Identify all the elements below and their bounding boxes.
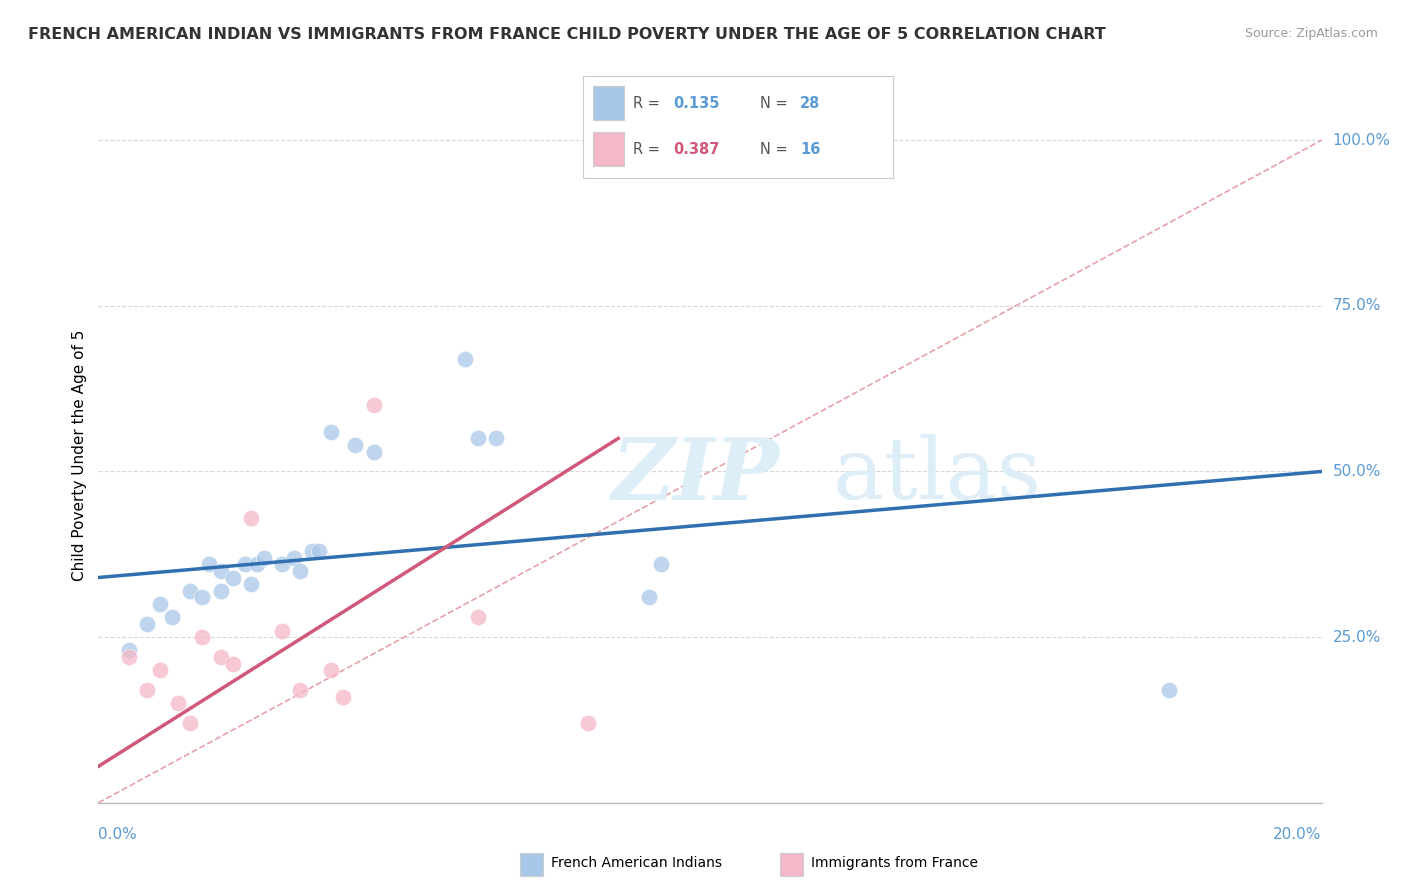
Point <box>160 610 183 624</box>
Text: N =: N = <box>759 95 792 111</box>
Bar <box>593 87 624 120</box>
Point <box>197 558 219 572</box>
Point <box>179 716 201 731</box>
Point <box>344 438 367 452</box>
Point <box>308 544 330 558</box>
Point <box>301 544 323 558</box>
Point <box>319 663 342 677</box>
Point <box>332 690 354 704</box>
Text: N =: N = <box>759 142 792 157</box>
Text: 0.135: 0.135 <box>673 95 720 111</box>
Text: 75.0%: 75.0% <box>1333 298 1381 313</box>
Point <box>233 558 256 572</box>
Point <box>319 425 342 439</box>
Text: R =: R = <box>633 142 665 157</box>
Point <box>191 630 214 644</box>
Text: 25.0%: 25.0% <box>1333 630 1381 645</box>
Y-axis label: Child Poverty Under the Age of 5: Child Poverty Under the Age of 5 <box>72 329 87 581</box>
Point <box>167 697 190 711</box>
Text: ZIP: ZIP <box>612 434 780 517</box>
Point <box>270 624 292 638</box>
Point <box>149 597 172 611</box>
Point <box>179 583 201 598</box>
Point <box>222 570 245 584</box>
Point <box>118 643 141 657</box>
Point <box>149 663 172 677</box>
Point <box>270 558 292 572</box>
Point <box>136 683 159 698</box>
Point <box>240 577 263 591</box>
Point <box>467 431 489 445</box>
Point <box>209 583 232 598</box>
Point <box>222 657 245 671</box>
Point <box>283 550 305 565</box>
Point <box>363 398 385 412</box>
Point <box>118 650 141 665</box>
Point <box>240 511 263 525</box>
Text: atlas: atlas <box>832 434 1042 517</box>
Text: 100.0%: 100.0% <box>1333 133 1391 148</box>
Point <box>363 444 385 458</box>
Point <box>290 683 312 698</box>
Point <box>485 431 508 445</box>
Point <box>136 616 159 631</box>
Point <box>246 558 269 572</box>
Text: 28: 28 <box>800 95 820 111</box>
Text: Source: ZipAtlas.com: Source: ZipAtlas.com <box>1244 27 1378 40</box>
Point <box>454 351 477 366</box>
Text: 0.387: 0.387 <box>673 142 720 157</box>
Text: Immigrants from France: Immigrants from France <box>811 856 979 871</box>
Point <box>290 564 312 578</box>
Text: 16: 16 <box>800 142 820 157</box>
Text: French American Indians: French American Indians <box>551 856 723 871</box>
Point <box>252 550 274 565</box>
Point <box>209 650 232 665</box>
Point <box>191 591 214 605</box>
Bar <box>593 132 624 166</box>
Point <box>576 716 599 731</box>
Point <box>467 610 489 624</box>
Text: FRENCH AMERICAN INDIAN VS IMMIGRANTS FROM FRANCE CHILD POVERTY UNDER THE AGE OF : FRENCH AMERICAN INDIAN VS IMMIGRANTS FRO… <box>28 27 1107 42</box>
Text: 20.0%: 20.0% <box>1274 827 1322 841</box>
Point <box>1157 683 1180 698</box>
Point <box>209 564 232 578</box>
Text: R =: R = <box>633 95 665 111</box>
Point <box>650 558 672 572</box>
Text: 0.0%: 0.0% <box>98 827 138 841</box>
Text: 50.0%: 50.0% <box>1333 464 1381 479</box>
Point <box>637 591 661 605</box>
